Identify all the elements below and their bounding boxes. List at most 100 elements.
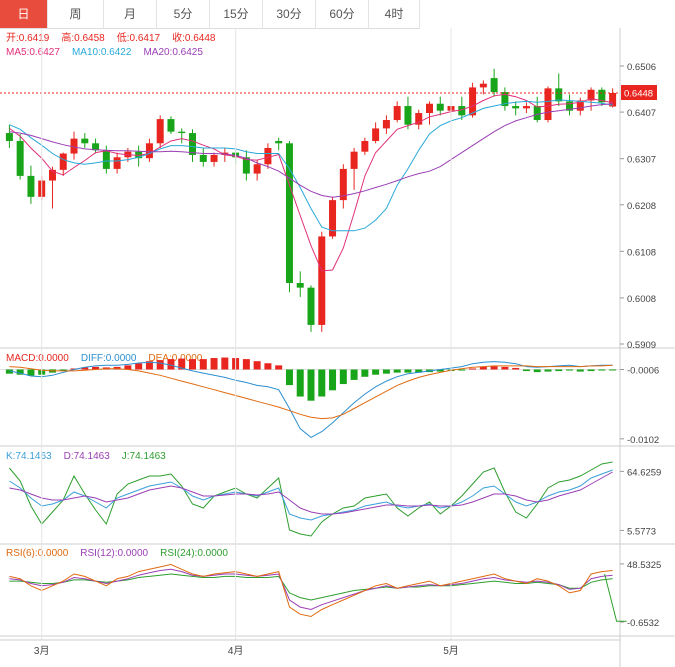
price-tick-label-6: 0.5909	[627, 340, 656, 351]
price-tick-label-2: 0.6307	[627, 155, 656, 166]
tab-4[interactable]: 15分	[210, 0, 263, 28]
candle-body	[285, 143, 293, 283]
candle-body	[350, 151, 358, 169]
macd-bar	[285, 369, 293, 386]
macd-bar	[70, 368, 78, 370]
candle-body	[533, 106, 541, 121]
macd-bar	[210, 358, 218, 370]
candle-body	[544, 88, 552, 121]
macd-bar	[92, 366, 100, 370]
ma-item-2: MA20:0.6425	[143, 47, 203, 58]
macd-bar	[372, 369, 380, 375]
candle-body	[264, 147, 272, 165]
macd-bar	[469, 368, 477, 370]
ohlc-item-2: 低:0.6417	[117, 31, 161, 44]
macd-bar	[415, 369, 423, 373]
candle-body	[361, 140, 369, 152]
ohlc-item-3: 收:0.6448	[172, 31, 216, 44]
candle-body	[339, 168, 347, 201]
ma-item-1: MA10:0.6422	[72, 47, 132, 58]
tab-1[interactable]: 周	[48, 0, 104, 28]
candle-body	[598, 89, 606, 103]
k-line	[9, 469, 613, 521]
candle-body	[5, 133, 13, 141]
candle-body	[329, 200, 337, 237]
rsi-tail	[604, 573, 627, 622]
candle-body	[425, 103, 433, 114]
macd-bar	[178, 358, 186, 370]
price-tick-label-0: 0.6506	[627, 62, 656, 73]
macd-bar	[199, 359, 207, 370]
candle-body	[210, 154, 218, 162]
candle-body	[490, 78, 498, 93]
x-label-1: 4月	[228, 645, 244, 657]
macd-bar	[329, 369, 337, 391]
candle-body	[296, 282, 304, 288]
ma5-line	[9, 93, 613, 272]
macd-legend-item-0: MACD:0.0000	[6, 353, 69, 364]
macd-bar	[436, 369, 444, 372]
tab-2[interactable]: 月	[104, 0, 157, 28]
candle-body	[156, 119, 164, 144]
tab-6[interactable]: 60分	[316, 0, 369, 28]
candle-body	[27, 175, 35, 197]
macd-bar	[296, 369, 304, 397]
macd-bar	[350, 369, 358, 380]
rsi-tick-label-1: -0.6532	[627, 618, 659, 629]
rsi-tick-label-0: 48.5325	[627, 560, 661, 571]
macd-bar	[59, 369, 67, 371]
macd-bar	[566, 369, 574, 371]
rsi-legend-item-2: RSI(24):0.0000	[160, 548, 228, 559]
x-label-0: 3月	[34, 645, 50, 657]
kdj-tick-label-1: 5.5773	[627, 526, 656, 537]
macd-bar	[264, 363, 272, 370]
tab-3[interactable]: 5分	[157, 0, 210, 28]
macd-bar	[307, 369, 315, 401]
candle-body	[566, 101, 574, 111]
macd-bar	[404, 369, 412, 373]
macd-bar	[490, 366, 498, 370]
candle-body	[275, 140, 283, 144]
x-label-2: 5月	[443, 645, 459, 657]
macd-bar	[5, 369, 13, 374]
candle-body	[393, 106, 401, 121]
macd-bar	[275, 365, 283, 370]
candle-body	[199, 154, 207, 162]
price-tick-label-3: 0.6208	[627, 201, 656, 212]
candle-body	[479, 83, 487, 88]
tab-7[interactable]: 4时	[369, 0, 420, 28]
candle-body	[318, 236, 326, 325]
rsi24-line	[9, 573, 613, 601]
macd-bar	[598, 369, 606, 371]
candle-body	[145, 143, 153, 159]
candle-body	[102, 150, 110, 169]
candle-body	[113, 157, 121, 169]
ohlc-item-0: 开:0.6419	[6, 33, 50, 44]
macd-bar	[339, 369, 347, 385]
macd-bar	[81, 367, 89, 370]
period-tabs: 日周月 5分 15分 30分 60分 4时	[0, 0, 420, 29]
candle-body	[253, 164, 261, 174]
candle-body	[16, 140, 24, 176]
macd-bar	[512, 367, 520, 370]
ma20-line	[9, 103, 613, 198]
candle-body	[92, 143, 100, 151]
macd-bar	[113, 366, 121, 370]
tab-0[interactable]: 日	[0, 0, 48, 28]
macd-bar	[555, 369, 563, 372]
diff-line	[9, 361, 613, 438]
macd-bar	[479, 366, 487, 370]
tab-5[interactable]: 30分	[263, 0, 316, 28]
price-tick-label-4: 0.6108	[627, 247, 656, 258]
macd-bar	[27, 369, 35, 376]
candle-body	[242, 157, 250, 174]
macd-bar	[242, 359, 250, 370]
macd-bar	[16, 369, 24, 375]
macd-legend-item-2: DEA:0.0000	[148, 353, 202, 364]
candle-body	[372, 128, 380, 141]
price-tick-label-1: 0.6407	[627, 108, 656, 119]
kdj-legend-item-1: D:74.1463	[64, 451, 111, 462]
macd-bar	[253, 361, 261, 370]
candle-body	[555, 88, 563, 102]
chart-area: 开:0.6419 高:0.6458 低:0.6417 收:0.6448 MA5:0.64…	[0, 28, 675, 667]
